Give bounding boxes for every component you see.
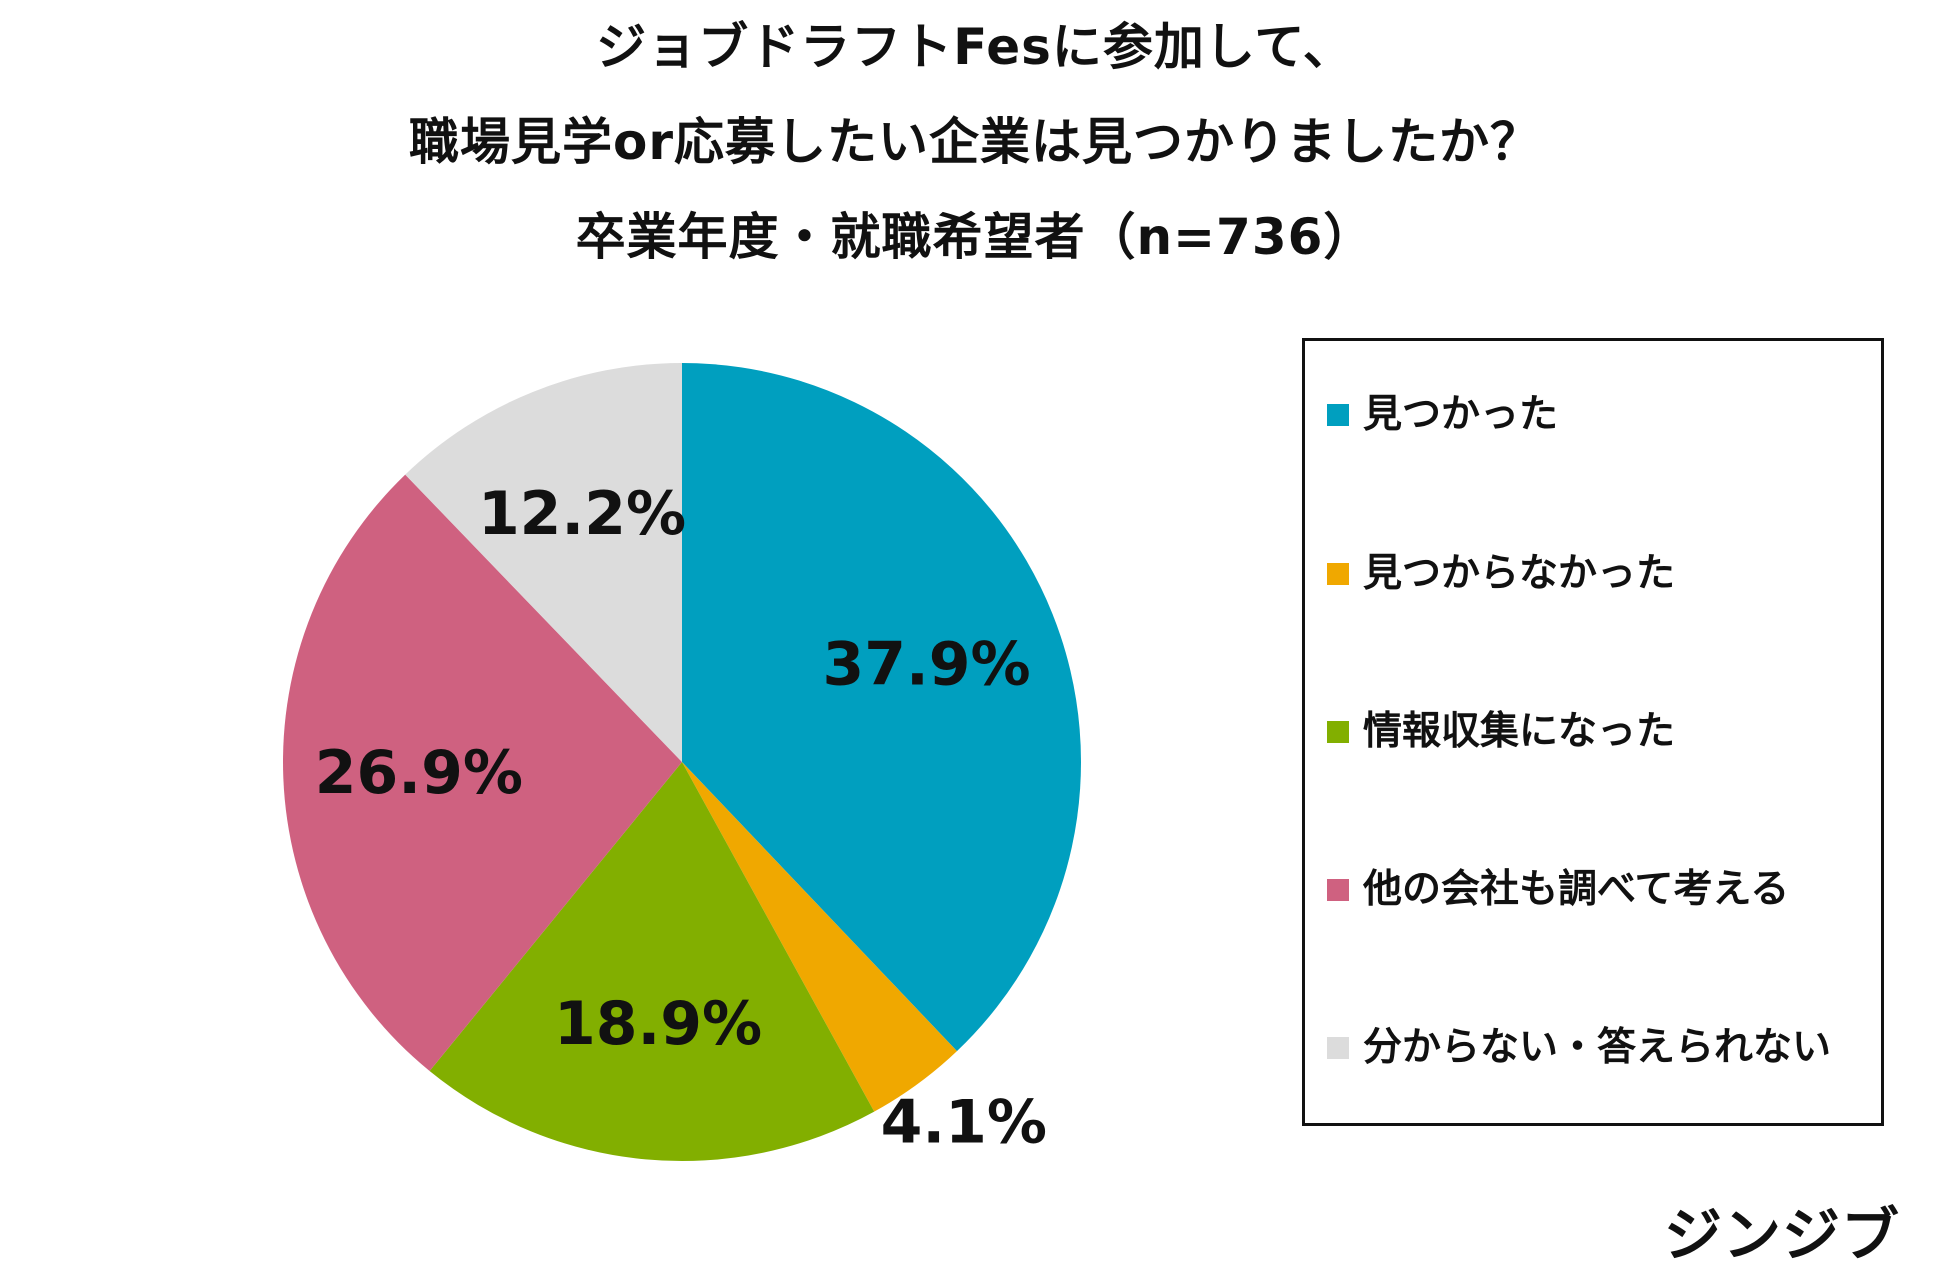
title-line-2: 職場見学or応募したい企業は見つかりましたか？ bbox=[408, 113, 1541, 171]
legend-item-found: 見つかった bbox=[1327, 390, 1558, 440]
brand-logo: ジンジブ bbox=[1663, 1201, 1900, 1269]
title-line-1: ジョブドラフトFesに参加して、 bbox=[596, 18, 1354, 76]
legend-label: 分からない・答えられない bbox=[1363, 1025, 1832, 1070]
chart-title: ジョブドラフトFesに参加して、 職場見学or応募したい企業は見つかりましたか？… bbox=[0, 22, 1950, 307]
legend-item-not-found: 見つからなかった bbox=[1327, 549, 1675, 599]
legend-swatch-icon bbox=[1327, 879, 1349, 901]
legend: 見つかった 見つからなかった 情報収集になった 他の会社も調べて考える 分からな… bbox=[1302, 338, 1884, 1126]
legend-item-consider-others: 他の会社も調べて考える bbox=[1327, 865, 1789, 915]
slice-label-1: 4.1% bbox=[881, 1088, 1047, 1158]
slice-label-4: 12.2% bbox=[478, 479, 686, 549]
legend-swatch-icon bbox=[1327, 1037, 1349, 1059]
legend-item-info-gathering: 情報収集になった bbox=[1327, 707, 1675, 757]
slice-label-3: 26.9% bbox=[315, 738, 523, 808]
legend-label: 見つからなかった bbox=[1363, 551, 1676, 596]
legend-swatch-icon bbox=[1327, 721, 1349, 743]
pie-slice-3 bbox=[282, 474, 682, 1072]
legend-label: 他の会社も調べて考える bbox=[1363, 867, 1790, 912]
pie-slice-4 bbox=[405, 363, 682, 762]
legend-swatch-icon bbox=[1327, 404, 1349, 426]
legend-item-unknown: 分からない・答えられない bbox=[1327, 1023, 1831, 1073]
slice-label-2: 18.9% bbox=[554, 989, 762, 1059]
pie-slice-1 bbox=[682, 762, 957, 1112]
slice-label-0: 37.9% bbox=[822, 629, 1030, 699]
title-line-3: 卒業年度・就職希望者（n=736） bbox=[575, 208, 1375, 266]
legend-label: 情報収集になった bbox=[1363, 709, 1676, 754]
pie-slice-0 bbox=[682, 363, 1081, 1052]
legend-swatch-icon bbox=[1327, 563, 1349, 585]
legend-label: 見つかった bbox=[1363, 392, 1559, 437]
pie-slice-2 bbox=[429, 762, 875, 1162]
